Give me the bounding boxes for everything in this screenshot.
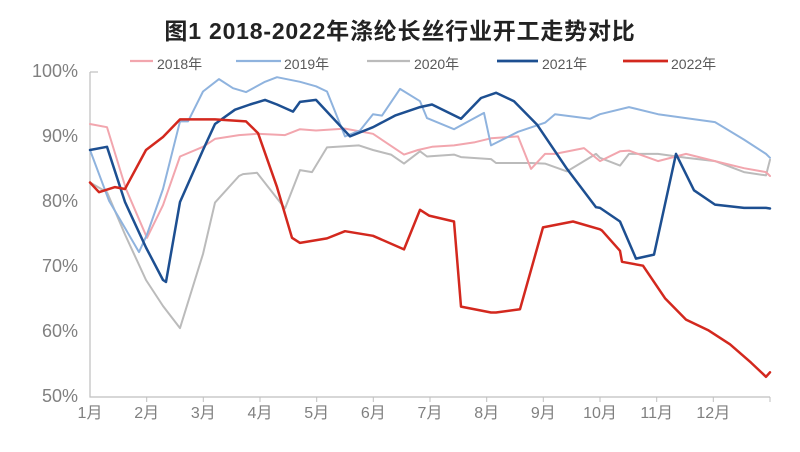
svg-text:11月: 11月: [640, 405, 673, 422]
svg-text:50%: 50%: [42, 386, 78, 406]
svg-text:2019年: 2019年: [284, 56, 329, 72]
svg-text:10月: 10月: [583, 405, 617, 422]
svg-text:8月: 8月: [474, 405, 499, 422]
svg-text:2018年: 2018年: [157, 56, 202, 72]
svg-text:5月: 5月: [304, 405, 329, 422]
svg-text:9月: 9月: [531, 405, 556, 422]
svg-text:3月: 3月: [191, 405, 216, 422]
svg-text:2022年: 2022年: [671, 56, 716, 72]
svg-text:6月: 6月: [361, 405, 386, 422]
svg-text:80%: 80%: [42, 191, 78, 211]
svg-text:90%: 90%: [42, 126, 78, 146]
svg-text:7月: 7月: [418, 405, 443, 422]
svg-text:2020年: 2020年: [414, 56, 459, 72]
svg-text:4月: 4月: [248, 405, 273, 422]
svg-text:60%: 60%: [42, 321, 78, 341]
svg-text:2021年: 2021年: [542, 56, 587, 72]
svg-text:1月: 1月: [78, 405, 103, 422]
svg-text:12月: 12月: [696, 405, 730, 422]
svg-text:2月: 2月: [134, 405, 159, 422]
svg-text:70%: 70%: [42, 256, 78, 276]
svg-text:100%: 100%: [32, 61, 78, 81]
